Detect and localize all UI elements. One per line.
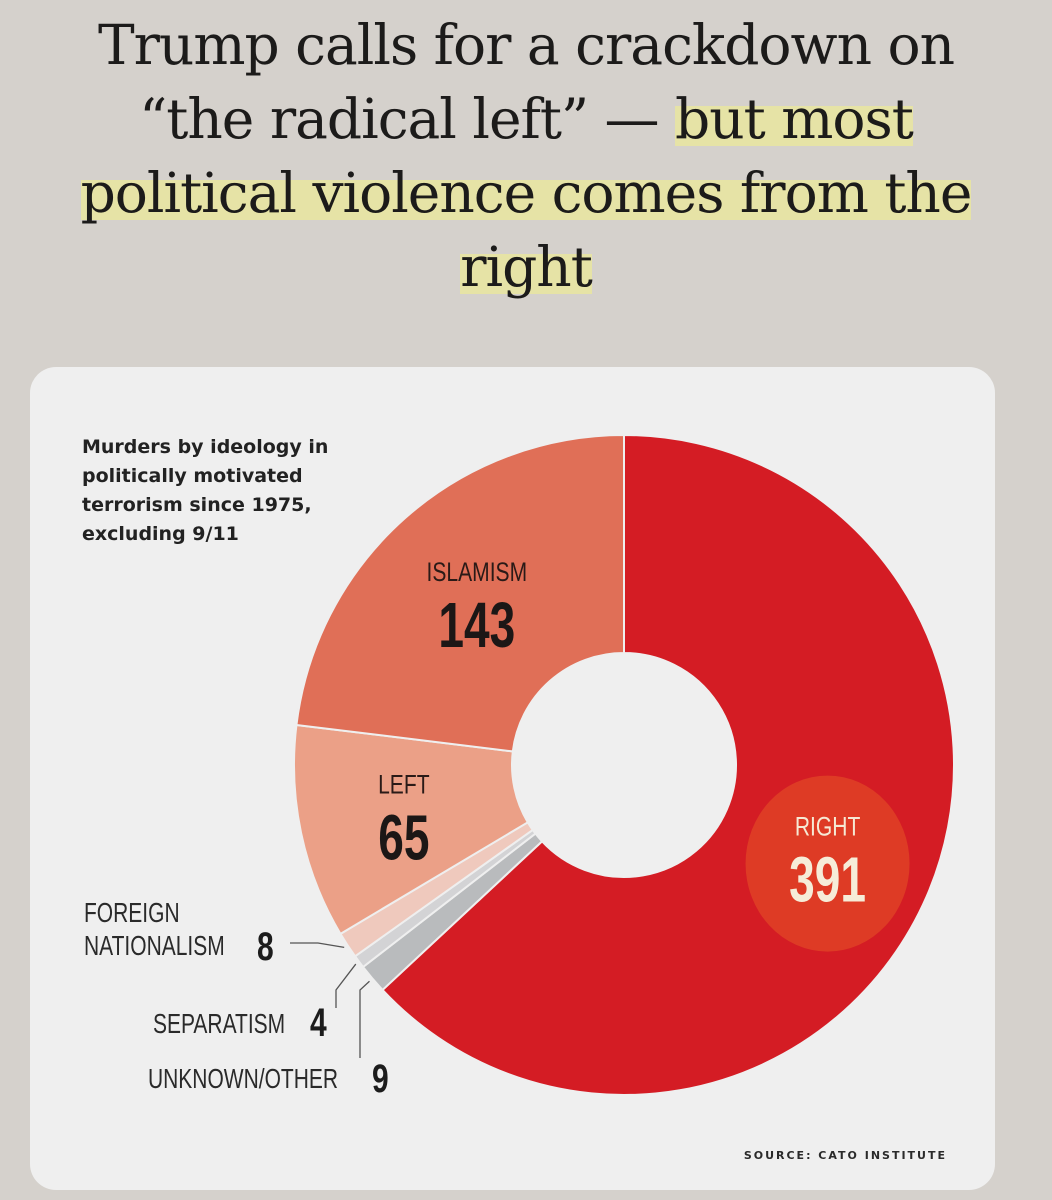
value-left: 65 <box>378 802 429 873</box>
headline: Trump calls for a crackdown on “the radi… <box>40 8 1012 304</box>
leader-unknown-other <box>359 980 370 1058</box>
value-islamism: 143 <box>438 589 515 660</box>
leader-foreign-nationalism <box>290 942 345 949</box>
slice-left <box>293 723 530 936</box>
label-foreign-nationalism-line2: NATIONALISM <box>84 931 225 962</box>
value-right: 391 <box>789 844 866 915</box>
source-note: SOURCE: CATO INSTITUTE <box>743 1149 947 1162</box>
value-separatism: 4 <box>310 1001 327 1045</box>
label-foreign-nationalism-line1: FOREIGN <box>84 898 180 929</box>
chart-caption: Murders by ideology in politically motiv… <box>82 436 329 545</box>
label-separatism: SEPARATISM <box>153 1009 285 1040</box>
value-unknown-other: 9 <box>372 1057 389 1101</box>
value-foreign-nationalism: 8 <box>257 925 274 969</box>
headline-part1: Trump calls for a crackdown on “the radi… <box>97 13 955 151</box>
slice-islamism <box>295 433 625 753</box>
label-islamism: ISLAMISM <box>427 557 528 587</box>
label-unknown-other: UNKNOWN/OTHER <box>148 1064 338 1095</box>
highlight-circle <box>745 775 910 952</box>
label-right: RIGHT <box>795 812 861 842</box>
leader-separatism <box>335 963 357 1008</box>
label-left: LEFT <box>378 770 430 800</box>
